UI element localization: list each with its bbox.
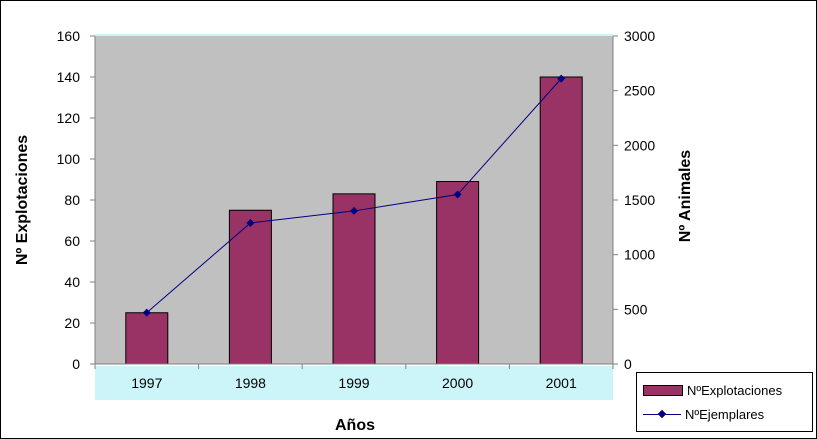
- line-point: [142, 308, 151, 317]
- legend-line-swatch: [643, 409, 681, 419]
- y-right-tick-label: 2000: [624, 137, 655, 153]
- y-right-tick-label: 500: [624, 301, 648, 317]
- bar: [539, 76, 583, 365]
- y-left-tick-label: 60: [64, 233, 80, 249]
- legend-item-ejemplares: NºEjemplares: [643, 404, 764, 424]
- y-left-tick-label: 140: [57, 69, 81, 85]
- y-axis-left-title: Nº Explotaciones: [14, 135, 31, 265]
- line-point: [246, 218, 255, 227]
- y-left-tick-label: 80: [64, 192, 80, 208]
- tick-labels: 0 20 40 60 80 100 120 140 160 0 500 1000 1500 2000 250…: [57, 28, 656, 391]
- legend-label-explotaciones: NºExplotaciones: [687, 382, 783, 398]
- y-left-tick-label: 40: [64, 274, 80, 290]
- y-right-tick-label: 3000: [624, 28, 655, 44]
- y-right-tick-label: 0: [624, 356, 632, 372]
- bar: [436, 181, 480, 365]
- y-left-tick-label: 0: [72, 356, 80, 372]
- y-left-tick-label: 120: [57, 110, 81, 126]
- x-tick-label: 1999: [338, 375, 369, 391]
- x-tick-label: 2000: [442, 375, 473, 391]
- y-left-tick-label: 100: [57, 151, 81, 167]
- bar: [228, 209, 272, 365]
- y-left-tick-label: 20: [64, 315, 80, 331]
- x-tick-label: 2001: [546, 375, 577, 391]
- legend-item-explotaciones: NºExplotaciones: [643, 380, 782, 400]
- y-right-tick-label: 1500: [624, 192, 655, 208]
- y-left-tick-label: 160: [57, 28, 81, 44]
- bar: [125, 312, 169, 365]
- line-point: [557, 74, 566, 83]
- x-tick-label: 1997: [131, 375, 162, 391]
- line-point: [350, 206, 358, 215]
- x-axis-title: Años: [335, 417, 375, 434]
- bar: [332, 193, 376, 365]
- x-tick-label: 1998: [235, 375, 266, 391]
- line-series: [142, 74, 566, 317]
- y-right-tick-label: 1000: [624, 247, 655, 263]
- y-right-tick-label: 2500: [624, 83, 655, 99]
- diamond-marker-icon: [657, 409, 667, 418]
- tick-label-band-bottom: [95, 366, 613, 400]
- legend: NºExplotaciones NºEjemplares: [636, 372, 813, 432]
- line-point: [453, 190, 462, 199]
- bar-series: [125, 76, 583, 365]
- axes: [90, 35, 618, 369]
- legend-label-ejemplares: NºEjemplares: [685, 406, 765, 422]
- legend-bar-swatch: [643, 384, 683, 396]
- y-axis-right-title: Nº Animales: [677, 150, 694, 242]
